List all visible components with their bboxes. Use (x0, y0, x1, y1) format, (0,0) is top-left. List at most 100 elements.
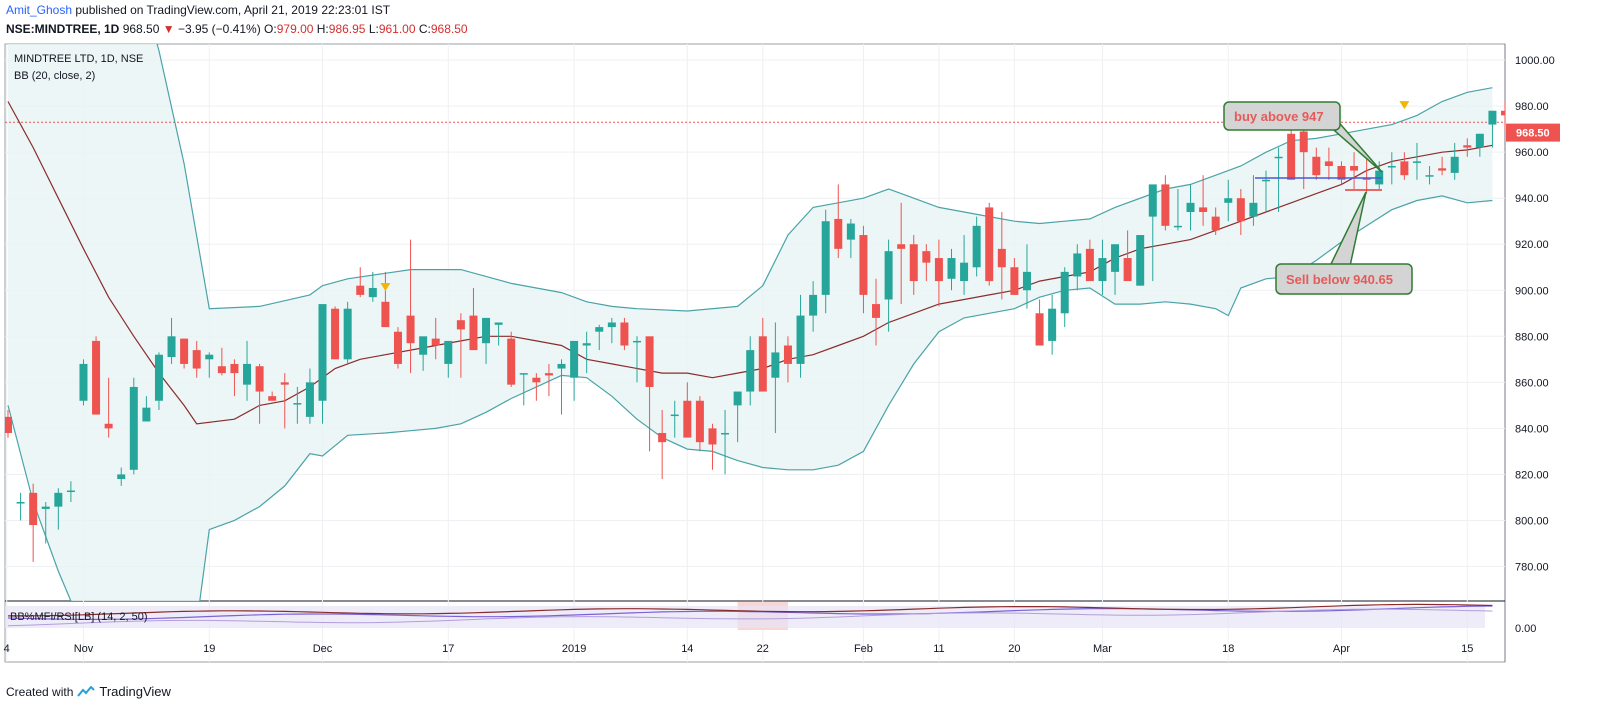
candle-body (469, 315, 478, 351)
price-tick-label: 780.00 (1515, 561, 1549, 573)
candle-body (1324, 161, 1333, 166)
candle-body (494, 322, 503, 325)
candle-body (142, 407, 151, 422)
candle-body (29, 492, 38, 526)
candle-body (1236, 198, 1245, 222)
candle-body (318, 304, 327, 401)
candle-body (884, 251, 893, 300)
candle-body (331, 308, 340, 360)
candle-body (1123, 258, 1132, 282)
candle-body (255, 366, 264, 392)
tradingview-logo-icon (77, 685, 96, 697)
publish-info: Amit_Ghosh published on TradingView.com,… (6, 3, 390, 17)
candle-body (1539, 92, 1547, 97)
candle-body (66, 490, 75, 493)
candle-body (154, 354, 163, 401)
candle-body (607, 322, 616, 328)
candle-body (972, 225, 981, 268)
candle-body (1463, 145, 1472, 148)
candle-body (796, 315, 805, 364)
sub-panel-band (5, 606, 1485, 628)
candle-body (117, 474, 126, 480)
candle-body (217, 366, 226, 374)
candle-body (167, 336, 176, 358)
candle-body (1425, 175, 1434, 177)
candle-body (872, 304, 881, 318)
open-value: 979.00 (276, 22, 314, 36)
candle-body (1249, 202, 1258, 217)
time-axis[interactable]: 4 Nov 19 Dec 17 2019 14 22 Feb 11 20 Mar 18 Apr 15 (4, 643, 1474, 655)
candle-body (41, 506, 50, 509)
sub-indicator-label: BB%MFI/RSI[LB] (14, 2, 50) (10, 611, 148, 623)
candle-body (1199, 207, 1208, 213)
sub-indicator-panel: 0.00 (5, 602, 1536, 635)
candle-body (79, 363, 88, 401)
author-link[interactable]: Amit_Ghosh (6, 3, 73, 17)
candle-body (821, 221, 830, 295)
sell-callout[interactable]: Sell below 940.65 (1275, 191, 1413, 295)
candles (5, 92, 1559, 562)
time-tick-label: Nov (74, 643, 94, 655)
price-tick-label: 860.00 (1515, 377, 1549, 389)
candle-body (633, 340, 641, 343)
candle-body (343, 308, 352, 360)
candle-body (897, 244, 906, 249)
candle-body (532, 377, 541, 383)
candle-body (1438, 168, 1447, 171)
candle-body (1551, 92, 1559, 108)
bollinger-upper-line (156, 44, 1493, 312)
price-tick-label: 820.00 (1515, 469, 1549, 481)
candle-body (1299, 131, 1308, 153)
candle-body (721, 432, 730, 435)
candle-body (305, 382, 314, 417)
time-tick-label: 15 (1461, 643, 1473, 655)
last-price: 968.50 (122, 22, 160, 36)
price-tick-label: 940.00 (1515, 193, 1549, 205)
time-tick-label: Mar (1093, 643, 1112, 655)
candle-body (1022, 271, 1031, 291)
price-chart[interactable]: 0.00 780.00 800.00 820.00 840.00 860.00 880.0… (0, 40, 1600, 680)
time-tick-label: 11 (933, 643, 944, 655)
candle-body (16, 502, 25, 504)
price-tick-label: 800.00 (1515, 515, 1549, 527)
footer: Created with TradingView (6, 684, 171, 699)
price-change: −3.95 (−0.41%) (177, 22, 261, 36)
price-tick-label: 880.00 (1515, 331, 1549, 343)
candle-body (1274, 156, 1283, 159)
candle-body (230, 363, 239, 374)
candle-body (1387, 165, 1396, 168)
high-label: H: (316, 22, 329, 36)
candle-body (5, 416, 12, 433)
candle-body (1501, 110, 1505, 116)
candle-body (1010, 267, 1019, 295)
candle-body (368, 287, 377, 298)
time-tick-label: 20 (1008, 643, 1020, 655)
candle-body (1475, 133, 1484, 148)
candle-body (708, 428, 717, 445)
price-tick-label: 840.00 (1515, 423, 1549, 435)
sub-line-bb (7, 608, 1493, 627)
candle-body (1035, 313, 1044, 346)
low-label: L: (368, 22, 379, 36)
candle-body (1211, 216, 1220, 231)
time-tick-label: 22 (757, 643, 769, 655)
time-tick-label: 2019 (562, 643, 586, 655)
price-axis[interactable]: 780.00 800.00 820.00 840.00 860.00 880.00 900.… (1515, 55, 1555, 573)
sub-tick-label: 0.00 (1515, 623, 1536, 635)
buy-note: buy above 947 (1234, 109, 1324, 124)
candle-body (1412, 161, 1421, 163)
time-tick-label: 19 (203, 643, 215, 655)
candle-body (104, 423, 113, 429)
candle-body (658, 432, 667, 443)
candle-body (758, 336, 767, 392)
buy-callout[interactable]: buy above 947 (1223, 101, 1383, 173)
candle-body (192, 350, 201, 369)
candle-body (1085, 248, 1094, 282)
candle-body (947, 258, 956, 279)
down-arrow-icon: ▼ (162, 22, 175, 36)
time-tick-label: Feb (854, 643, 873, 655)
bollinger-lower-line (7, 195, 1493, 601)
time-tick-label: 17 (442, 643, 454, 655)
publish-text: published on TradingView.com, April 21, … (75, 3, 391, 17)
footer-brand[interactable]: TradingView (99, 684, 171, 699)
